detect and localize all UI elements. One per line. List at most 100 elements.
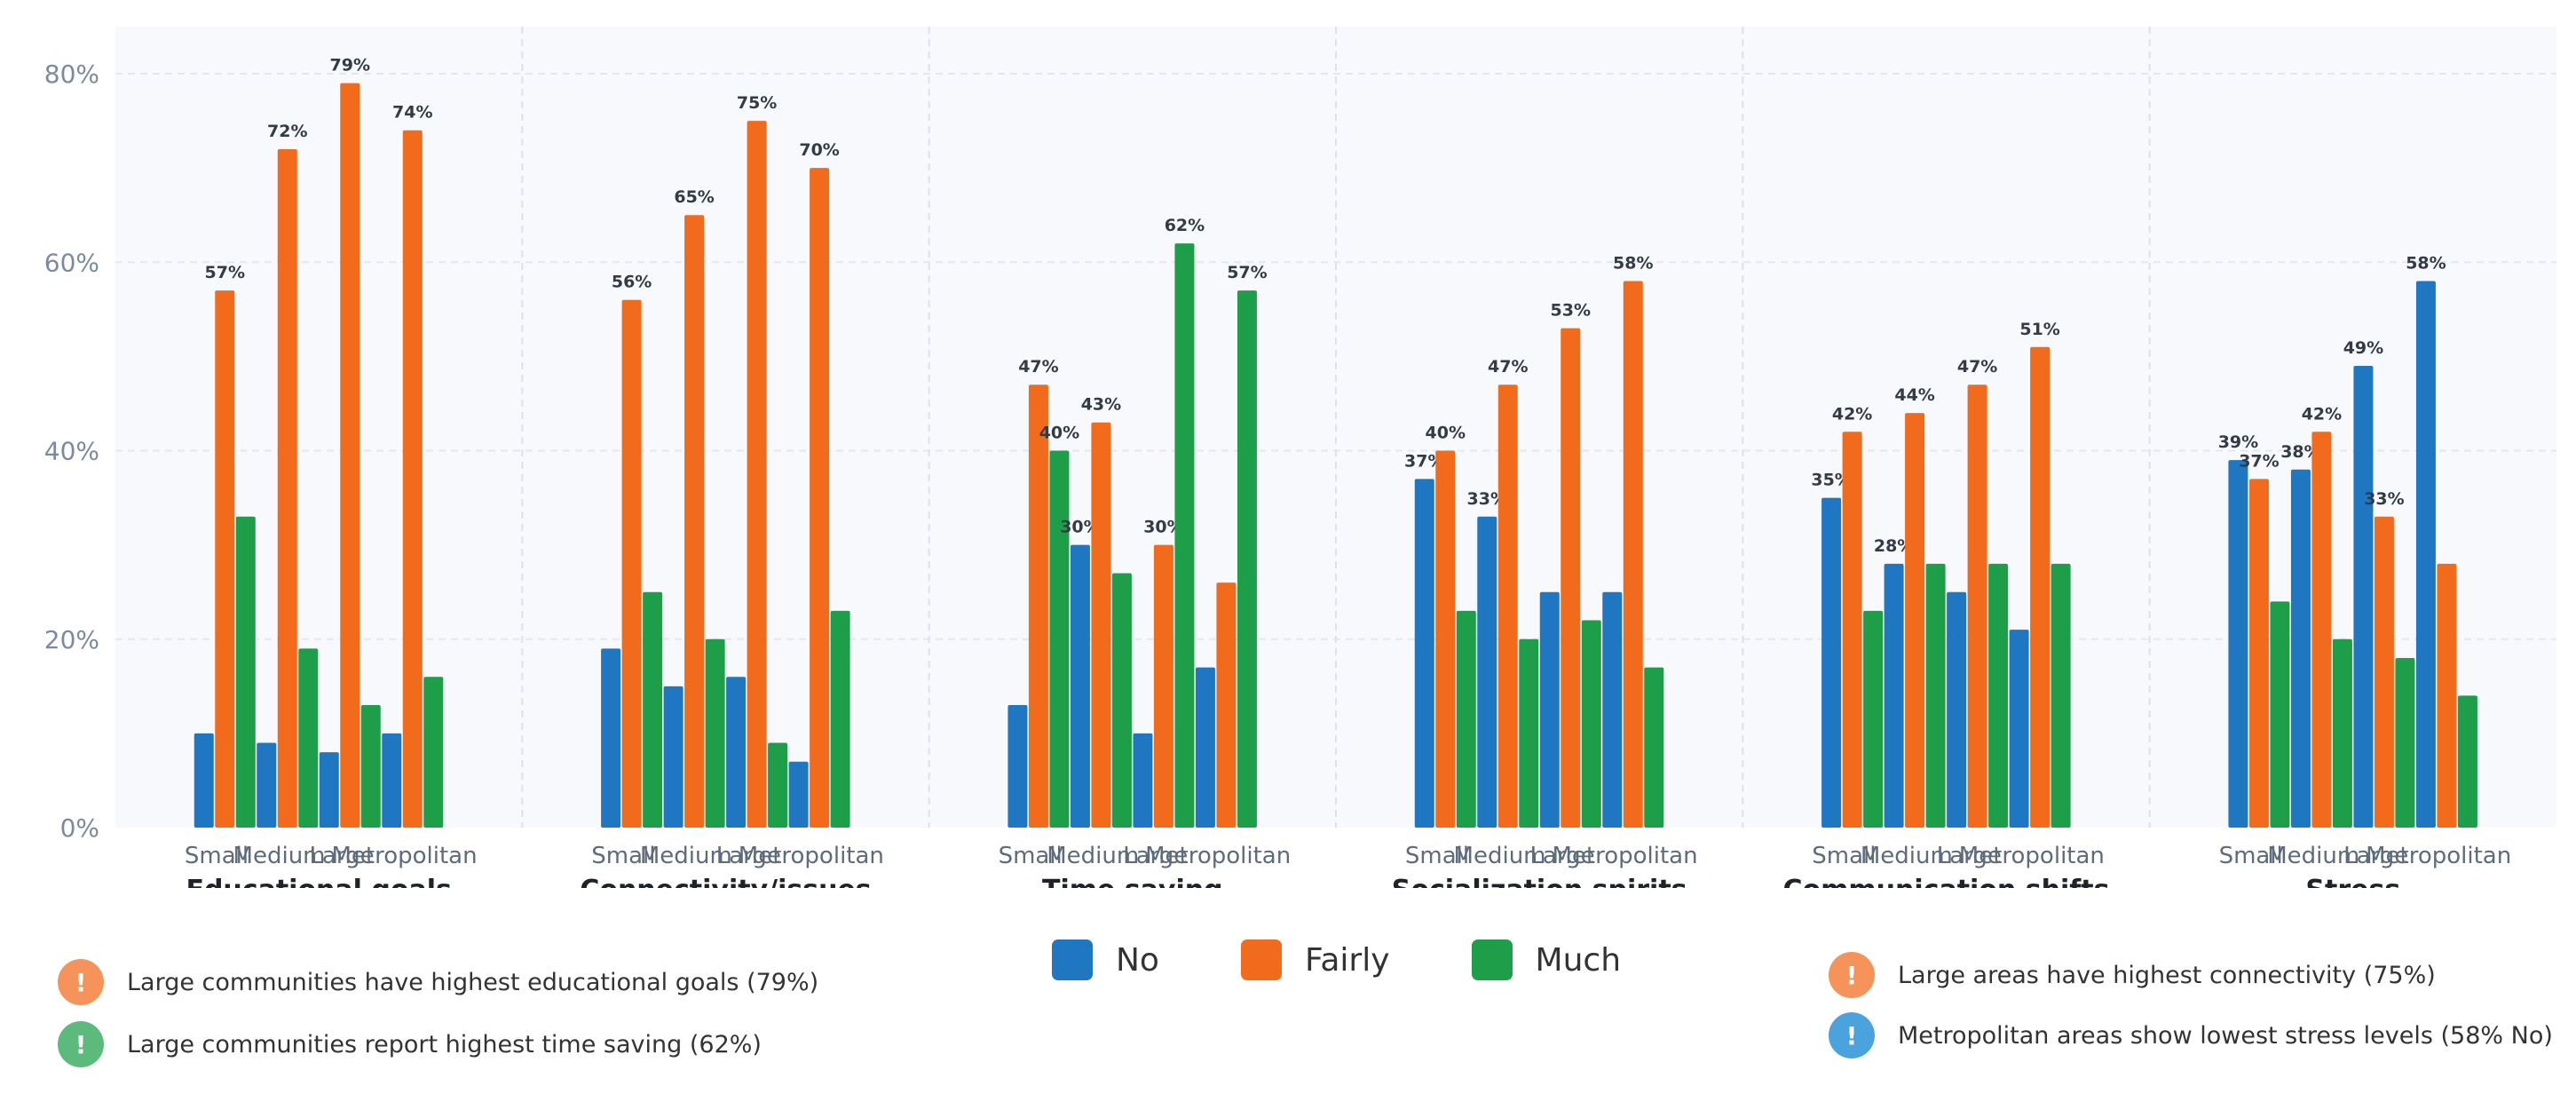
bar-fairly [2311, 432, 2332, 828]
legend-label-fairly: Fairly [1304, 941, 1390, 979]
data-label: 72% [267, 122, 307, 141]
bar-much [298, 648, 319, 828]
bar-fairly [340, 83, 360, 828]
bar-no [382, 733, 402, 828]
legend-label-no: No [1116, 941, 1159, 979]
bar-much [360, 705, 381, 828]
data-label: 53% [1551, 301, 1591, 321]
y-tick-label: 20% [44, 625, 99, 654]
x-tick-label: Large [1529, 843, 1594, 869]
bar-much [1237, 290, 1257, 828]
bar-much [1519, 638, 1539, 828]
note-text: Large communities report highest time sa… [127, 1030, 762, 1058]
bar-fairly [1435, 450, 1456, 828]
bar-much [2270, 601, 2290, 828]
y-tick-label: 40% [44, 437, 99, 466]
bar-fairly [1153, 544, 1173, 828]
x-tick-label: Metropolitan [739, 843, 884, 869]
bar-fairly [2374, 516, 2394, 828]
data-label: 42% [1832, 404, 1872, 424]
bar-fairly [684, 215, 705, 828]
note-stress: ! Metropolitan areas show lowest stress … [1829, 1012, 2553, 1058]
bar-fairly [1967, 385, 1987, 828]
bar-fairly [402, 130, 423, 828]
bar-no [1477, 516, 1497, 828]
x-tick-label: Large [1937, 843, 2002, 869]
note-time-saving: ! Large communities report highest time … [58, 1021, 762, 1067]
data-label: 62% [1165, 216, 1205, 235]
bar-fairly [1561, 328, 1581, 828]
bar-fairly [1905, 413, 1925, 828]
data-label: 75% [737, 93, 777, 113]
y-tick-label: 60% [44, 248, 99, 277]
x-tick-label: Large [2343, 843, 2408, 869]
data-label: 70% [799, 140, 839, 160]
alert-icon: ! [1829, 952, 1875, 998]
data-label: 49% [2343, 338, 2383, 358]
bar-much [830, 610, 850, 828]
bar-fairly [2248, 479, 2269, 828]
bar-no [788, 761, 809, 828]
bar-much [1456, 610, 1476, 828]
bar-much [643, 591, 663, 828]
bar-much [1174, 243, 1195, 828]
data-label: 58% [2406, 254, 2446, 274]
bar-no [1133, 733, 1153, 828]
note-text: Large communities have highest education… [127, 968, 819, 996]
note-text: Metropolitan areas show lowest stress le… [1898, 1021, 2553, 1050]
data-label: 58% [1613, 254, 1653, 274]
x-tick-label: Medium [2267, 843, 2359, 869]
bar-much [1863, 610, 1884, 828]
alert-icon: ! [58, 1021, 104, 1067]
data-label: 40% [1426, 424, 1466, 443]
bar-no [1947, 591, 1967, 828]
data-label: 33% [2364, 489, 2404, 509]
x-tick-label: Metropolitan [331, 843, 477, 869]
bar-fairly [621, 299, 642, 828]
bar-much [2457, 695, 2477, 828]
data-label: 47% [1018, 357, 1058, 377]
data-label: 35% [1811, 471, 1851, 490]
x-tick-label: Medium [233, 843, 326, 869]
x-tick-label: Small [591, 843, 655, 869]
group-label: Educational goals [186, 875, 451, 888]
bar-no [1539, 591, 1560, 828]
bar-no [1007, 705, 1028, 828]
alert-icon: ! [58, 959, 104, 1005]
data-label: 47% [1957, 357, 1997, 377]
bar-no [1195, 667, 1215, 828]
bar-fairly [277, 148, 297, 828]
bar-fairly [1842, 432, 1862, 828]
note-text: Large areas have highest connectivity (7… [1898, 961, 2436, 989]
x-tick-label: Large [1123, 843, 1188, 869]
x-tick-label: Small [185, 843, 249, 869]
data-label: 30% [1060, 518, 1100, 537]
data-label: 65% [674, 187, 714, 207]
bar-chart: 0%20%40%60%80%57%72%79%74%SmallMediumLar… [44, 27, 2556, 888]
legend-label-much: Much [1535, 941, 1622, 979]
bar-much [768, 742, 788, 828]
group-label: Time saving [1042, 875, 1223, 888]
bar-much [1644, 667, 1664, 828]
legend-item-much: Much [1471, 939, 1622, 980]
data-label: 39% [2218, 432, 2258, 452]
data-label: 47% [1488, 357, 1528, 377]
bar-no [2415, 281, 2436, 828]
legend-swatch-much [1471, 939, 1513, 980]
x-tick-label: Large [309, 843, 374, 869]
data-label: 28% [1874, 536, 1914, 556]
bar-fairly [1623, 281, 1643, 828]
bar-no [2009, 630, 2029, 828]
bar-much [1049, 450, 1070, 828]
bar-fairly [1091, 422, 1111, 828]
bar-much [705, 638, 725, 828]
data-label: 57% [205, 263, 245, 282]
data-label: 37% [1404, 451, 1444, 471]
x-tick-label: Medium [1861, 843, 1953, 869]
x-tick-label: Small [1812, 843, 1876, 869]
bar-fairly [747, 121, 767, 828]
bar-fairly [1216, 583, 1237, 828]
bar-fairly [1497, 385, 1518, 828]
note-educational-goals: ! Large communities have highest educati… [58, 959, 818, 1005]
legend-swatch-no [1052, 939, 1093, 980]
